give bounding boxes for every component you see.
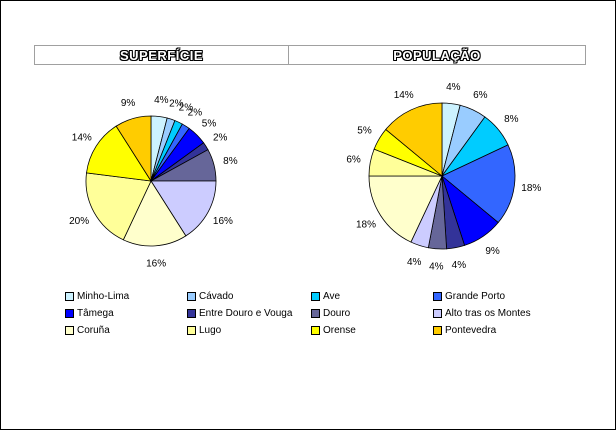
legend-label: Minho-Lima (77, 291, 130, 302)
legend-swatch (311, 326, 320, 335)
superficie-pie: 4% 2%2%2%5%2%8%16%16%20%14%9% (69, 95, 238, 269)
populacao-label: 18% (521, 183, 541, 194)
populacao-label: 8% (504, 114, 519, 125)
legend-item: Cávado (187, 290, 311, 303)
superficie-label: 14% (72, 133, 92, 144)
superficie-label: 2% (169, 99, 184, 110)
populacao-label: 6% (473, 90, 488, 101)
legend-label: Entre Douro e Vouga (199, 308, 293, 319)
populacao-header: POPULAÇÃO (288, 45, 586, 65)
legend-label: Grande Porto (445, 291, 506, 302)
superficie-slice-orense (86, 125, 152, 182)
legend-swatch (311, 309, 320, 318)
superficie-slice-pontevedra (115, 115, 152, 183)
legend-swatch (65, 292, 74, 301)
populacao-label: 4% (407, 257, 422, 268)
legend-swatch (433, 292, 442, 301)
superficie-slice-coru-a (122, 180, 187, 247)
legend-item: Minho-Lima (65, 290, 187, 303)
legend-swatch (433, 326, 442, 335)
legend-swatch (65, 309, 74, 318)
superficie-slice-alto-tras-os-montes (150, 180, 217, 237)
legend-label: Douro (323, 308, 351, 319)
superficie-label: 5% (202, 119, 217, 130)
populacao-label: 4% (446, 82, 461, 93)
legend-swatch (187, 309, 196, 318)
superficie-label: 2% (179, 102, 194, 113)
legend-swatch (65, 326, 74, 335)
populacao-label: 4% (429, 261, 444, 272)
legend-item: Orense (311, 324, 433, 337)
populacao-label: 4% (452, 260, 467, 271)
populacao-slice-pontevedra (385, 102, 443, 177)
legend: Minho-Lima Cávado Ave Grande Porto Tâmega Ent… (65, 290, 585, 337)
legend-item: Douro (311, 307, 433, 320)
legend-item: Lugo (187, 324, 311, 337)
legend-swatch (433, 309, 442, 318)
superficie-label: 16% (146, 258, 166, 269)
populacao-slice-coru-a (368, 175, 443, 243)
legend-item: Tâmega (65, 307, 187, 320)
superficie-slice-lugo (85, 172, 152, 241)
legend-item: Alto tras os Montes (433, 307, 583, 320)
legend-label: Coruña (77, 325, 110, 336)
legend-swatch (311, 292, 320, 301)
legend-label: Orense (323, 325, 356, 336)
legend-item: Pontevedra (433, 324, 583, 337)
populacao-label: 14% (394, 90, 414, 101)
legend-swatch (187, 292, 196, 301)
legend-item: Entre Douro e Vouga (187, 307, 311, 320)
populacao-slice-grande-porto (441, 144, 516, 224)
populacao-label: 9% (485, 246, 500, 257)
superficie-label: 20% (69, 216, 89, 227)
legend-label: Ave (323, 291, 341, 302)
legend-label: Cávado (199, 291, 234, 302)
superficie-label: 9% (121, 98, 136, 109)
legend-label: Pontevedra (445, 325, 497, 336)
superficie-label: 4% (154, 95, 169, 106)
legend-swatch (187, 326, 196, 335)
legend-label: Tâmega (77, 308, 114, 319)
superficie-label: 2% (213, 133, 228, 144)
superficie-label: 16% (213, 216, 233, 227)
legend-item: Coruña (65, 324, 187, 337)
legend-label: Alto tras os Montes (445, 308, 531, 319)
populacao-label: 18% (356, 220, 376, 231)
superficie-label: 2% (188, 107, 203, 118)
legend-item: Ave (311, 290, 433, 303)
legend-item: Grande Porto (433, 290, 583, 303)
legend-label: Lugo (199, 325, 222, 336)
pie-charts: 4% 2%2%2%5%2%8%16%16%20%14%9%4%6%8%18%9%4… (69, 82, 541, 272)
superficie-label: 8% (223, 156, 238, 167)
populacao-pie: 4% 6% 8% 18% 9% 4% 4% 4% 18% 6% 5% 14% (346, 82, 541, 272)
populacao-label: 6% (346, 155, 361, 166)
populacao-label: 5% (357, 126, 372, 137)
